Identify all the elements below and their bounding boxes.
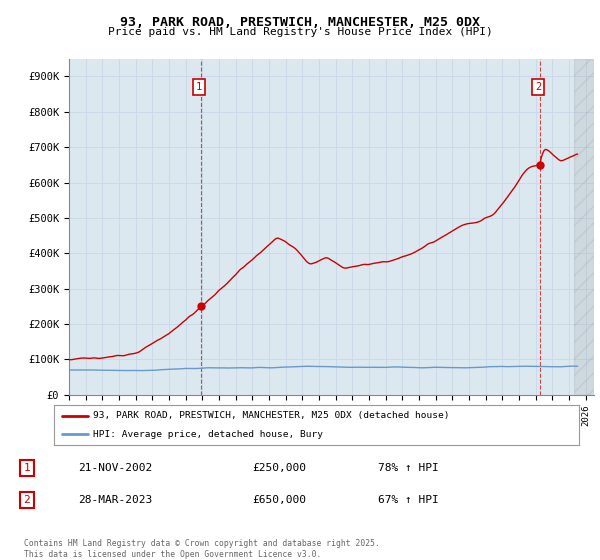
Text: 2: 2 bbox=[23, 495, 31, 505]
Text: Contains HM Land Registry data © Crown copyright and database right 2025.
This d: Contains HM Land Registry data © Crown c… bbox=[24, 539, 380, 559]
Text: HPI: Average price, detached house, Bury: HPI: Average price, detached house, Bury bbox=[94, 430, 323, 439]
Text: 28-MAR-2023: 28-MAR-2023 bbox=[78, 495, 152, 505]
Text: Price paid vs. HM Land Registry's House Price Index (HPI): Price paid vs. HM Land Registry's House … bbox=[107, 27, 493, 37]
Text: 78% ↑ HPI: 78% ↑ HPI bbox=[378, 463, 439, 473]
Text: £250,000: £250,000 bbox=[252, 463, 306, 473]
Text: 67% ↑ HPI: 67% ↑ HPI bbox=[378, 495, 439, 505]
Text: 21-NOV-2002: 21-NOV-2002 bbox=[78, 463, 152, 473]
Text: 1: 1 bbox=[196, 82, 202, 92]
Bar bbox=[574, 59, 594, 395]
Text: 2: 2 bbox=[535, 82, 541, 92]
Text: £650,000: £650,000 bbox=[252, 495, 306, 505]
Text: 93, PARK ROAD, PRESTWICH, MANCHESTER, M25 0DX: 93, PARK ROAD, PRESTWICH, MANCHESTER, M2… bbox=[120, 16, 480, 29]
Text: 1: 1 bbox=[23, 463, 31, 473]
Text: 93, PARK ROAD, PRESTWICH, MANCHESTER, M25 0DX (detached house): 93, PARK ROAD, PRESTWICH, MANCHESTER, M2… bbox=[94, 411, 450, 420]
